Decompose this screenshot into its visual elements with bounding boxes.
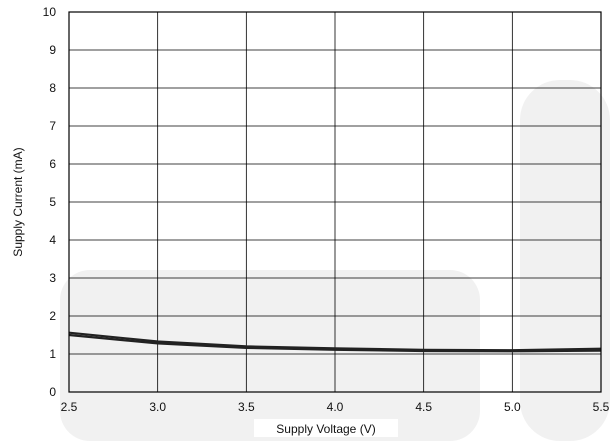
x-tick-label: 4.5 — [415, 400, 432, 414]
x-tick-label: 5.5 — [593, 400, 610, 414]
y-tick-label: 2 — [49, 309, 56, 323]
y-tick-label: 3 — [49, 271, 56, 285]
y-tick-label: 8 — [49, 81, 56, 95]
watermark-shape — [60, 270, 480, 441]
x-tick-label: 3.5 — [238, 400, 255, 414]
x-tick-labels: 2.5 3.0 3.5 4.0 4.5 5.0 5.5 — [61, 400, 610, 414]
x-tick-label: 3.0 — [149, 400, 166, 414]
series-line-2 — [68, 333, 602, 353]
y-tick-label: 7 — [49, 119, 56, 133]
plot-border — [68, 11, 602, 393]
x-tick-label: 5.0 — [504, 400, 521, 414]
y-tick-label: 9 — [49, 43, 56, 57]
series-group — [68, 331, 602, 353]
y-tick-label: 4 — [49, 233, 56, 247]
y-tick-labels: 0 1 2 3 4 5 6 7 8 9 10 — [43, 5, 57, 399]
y-tick-label: 1 — [49, 347, 56, 361]
y-tick-label: 0 — [49, 385, 56, 399]
y-tick-label: 6 — [49, 157, 56, 171]
plot-frame — [68, 11, 602, 393]
y-axis-label: Supply Current (mA) — [11, 147, 25, 256]
x-axis-label: Supply Voltage (V) — [276, 422, 375, 436]
y-tick-label: 5 — [49, 195, 56, 209]
watermark-shape — [520, 80, 610, 441]
x-tick-label: 4.0 — [327, 400, 344, 414]
y-tick-label: 10 — [43, 5, 57, 19]
x-tick-label: 2.5 — [61, 400, 78, 414]
x-axis-label-bg — [254, 419, 398, 437]
